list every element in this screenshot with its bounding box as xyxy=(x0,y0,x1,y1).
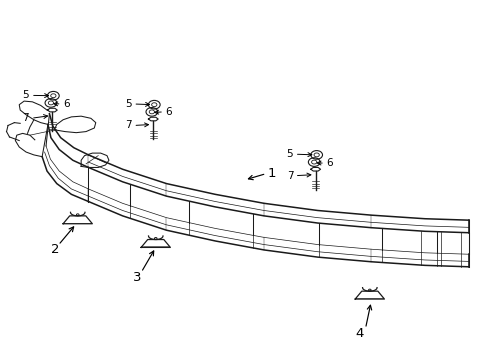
Text: 6: 6 xyxy=(63,99,70,109)
Text: 7: 7 xyxy=(286,171,293,181)
Text: 7: 7 xyxy=(124,121,131,130)
Text: 5: 5 xyxy=(286,149,293,159)
Text: 6: 6 xyxy=(326,158,332,168)
Text: 5: 5 xyxy=(124,99,131,109)
Text: 5: 5 xyxy=(22,90,29,100)
Text: 1: 1 xyxy=(267,167,276,180)
Text: 3: 3 xyxy=(133,271,141,284)
Text: 2: 2 xyxy=(51,243,60,256)
Text: 7: 7 xyxy=(22,113,29,123)
Text: 6: 6 xyxy=(165,107,172,117)
Text: 4: 4 xyxy=(354,327,363,340)
